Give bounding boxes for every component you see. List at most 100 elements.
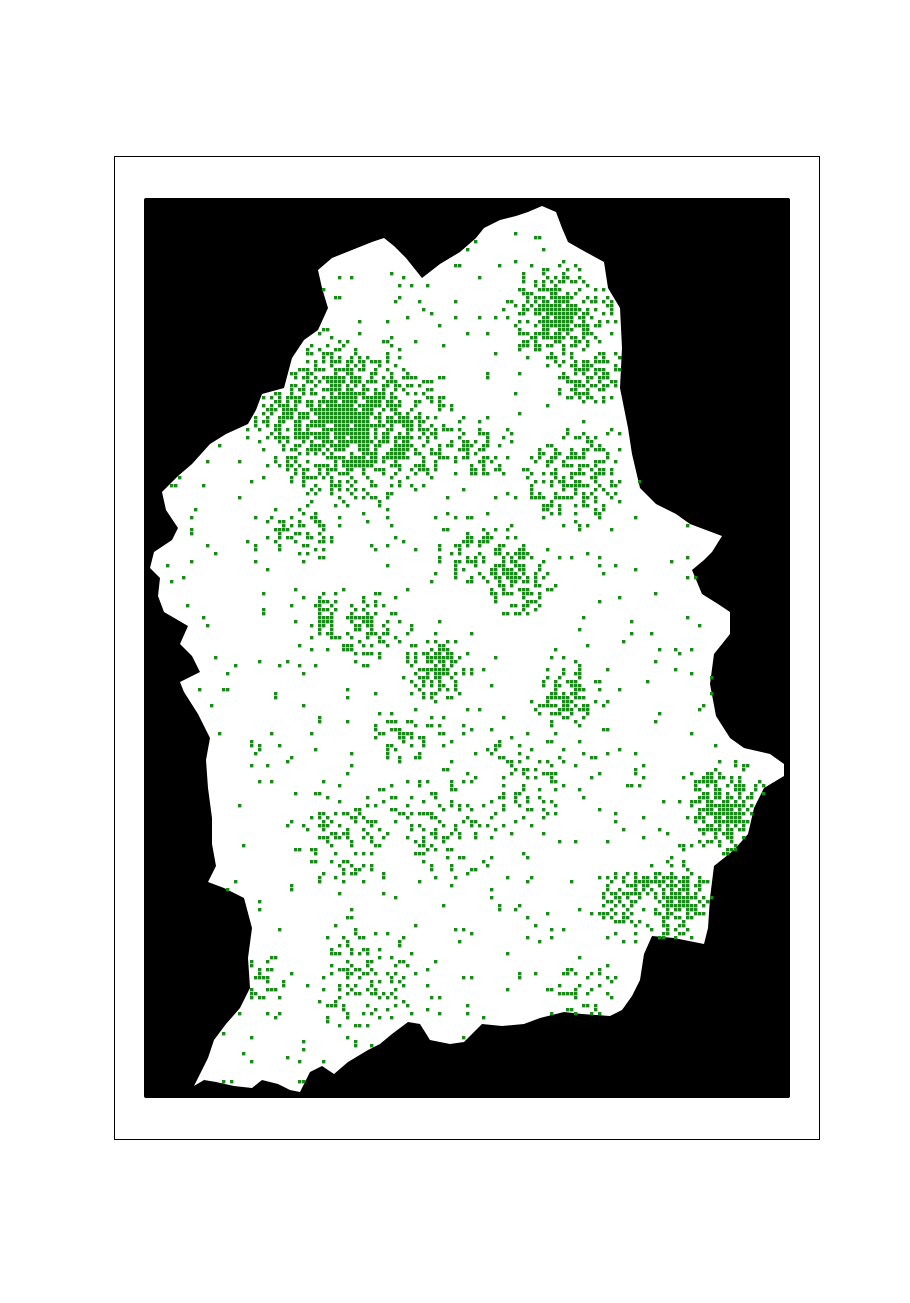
cover-cell bbox=[686, 896, 690, 900]
cover-cell bbox=[418, 736, 422, 740]
cover-cell bbox=[342, 832, 346, 836]
cover-cell bbox=[366, 380, 370, 384]
cover-cell bbox=[342, 344, 346, 348]
cover-cell bbox=[706, 808, 710, 812]
cover-cell bbox=[602, 508, 606, 512]
cover-cell bbox=[402, 388, 406, 392]
cover-cell bbox=[366, 452, 370, 456]
cover-cell bbox=[362, 664, 366, 668]
cover-cell bbox=[690, 804, 694, 808]
cover-cell bbox=[578, 392, 582, 396]
cover-cell bbox=[438, 408, 442, 412]
cover-cell bbox=[586, 364, 590, 368]
cover-cell bbox=[598, 468, 602, 472]
cover-cell bbox=[686, 912, 690, 916]
cover-cell bbox=[570, 344, 574, 348]
cover-cell bbox=[350, 440, 354, 444]
cover-cell bbox=[362, 652, 366, 656]
cover-cell bbox=[558, 480, 562, 484]
cover-cell bbox=[282, 412, 286, 416]
cover-cell bbox=[382, 436, 386, 440]
cover-cell bbox=[434, 436, 438, 440]
cover-cell bbox=[322, 624, 326, 628]
cover-cell bbox=[346, 468, 350, 472]
cover-cell bbox=[410, 628, 414, 632]
cover-cell bbox=[322, 388, 326, 392]
cover-cell bbox=[462, 1036, 466, 1040]
cover-cell bbox=[546, 344, 550, 348]
cover-cell bbox=[550, 280, 554, 284]
cover-cell bbox=[362, 616, 366, 620]
cover-cell bbox=[714, 832, 718, 836]
cover-cell bbox=[406, 476, 410, 480]
cover-cell bbox=[550, 780, 554, 784]
cover-cell bbox=[742, 812, 746, 816]
cover-cell bbox=[702, 704, 706, 708]
cover-cell bbox=[350, 648, 354, 652]
cover-cell bbox=[566, 456, 570, 460]
cover-cell bbox=[510, 440, 514, 444]
cover-cell bbox=[526, 320, 530, 324]
cover-cell bbox=[386, 352, 390, 356]
cover-cell bbox=[474, 564, 478, 568]
cover-cell bbox=[254, 976, 258, 980]
cover-cell bbox=[582, 616, 586, 620]
cover-cell bbox=[350, 476, 354, 480]
cover-cell bbox=[542, 324, 546, 328]
cover-cell bbox=[570, 692, 574, 696]
cover-cell bbox=[422, 692, 426, 696]
cover-cell bbox=[286, 412, 290, 416]
cover-cell bbox=[598, 680, 602, 684]
cover-cell bbox=[262, 612, 266, 616]
cover-cell bbox=[274, 456, 278, 460]
cover-cell bbox=[446, 848, 450, 852]
cover-cell bbox=[374, 388, 378, 392]
cover-cell bbox=[246, 428, 250, 432]
cover-cell bbox=[410, 468, 414, 472]
cover-cell bbox=[574, 520, 578, 524]
cover-cell bbox=[542, 684, 546, 688]
cover-cell bbox=[370, 412, 374, 416]
cover-cell bbox=[562, 376, 566, 380]
cover-cell bbox=[366, 460, 370, 464]
cover-cell bbox=[598, 340, 602, 344]
cover-cell bbox=[318, 436, 322, 440]
cover-cell bbox=[450, 788, 454, 792]
cover-cell bbox=[546, 460, 550, 464]
cover-cell bbox=[650, 888, 654, 892]
cover-cell bbox=[346, 396, 350, 400]
cover-cell bbox=[394, 452, 398, 456]
cover-cell bbox=[686, 576, 690, 580]
cover-cell bbox=[358, 460, 362, 464]
cover-cell bbox=[750, 804, 754, 808]
cover-cell bbox=[554, 312, 558, 316]
cover-cell bbox=[386, 720, 390, 724]
cover-cell bbox=[402, 812, 406, 816]
cover-cell bbox=[566, 296, 570, 300]
cover-cell bbox=[550, 288, 554, 292]
cover-cell bbox=[574, 672, 578, 676]
cover-cell bbox=[418, 384, 422, 388]
cover-cell bbox=[338, 636, 342, 640]
cover-cell bbox=[254, 992, 258, 996]
cover-cell bbox=[310, 432, 314, 436]
cover-cell bbox=[550, 656, 554, 660]
cover-cell bbox=[306, 552, 310, 556]
cover-cell bbox=[426, 284, 430, 288]
cover-cell bbox=[670, 900, 674, 904]
cover-cell bbox=[570, 556, 574, 560]
cover-cell bbox=[514, 552, 518, 556]
cover-cell bbox=[282, 980, 286, 984]
cover-cell bbox=[370, 424, 374, 428]
cover-cell bbox=[698, 708, 702, 712]
cover-cell bbox=[330, 620, 334, 624]
cover-cell bbox=[366, 652, 370, 656]
cover-cell bbox=[710, 780, 714, 784]
cover-cell bbox=[362, 836, 366, 840]
cover-cell bbox=[526, 776, 530, 780]
cover-cell bbox=[382, 424, 386, 428]
cover-cell bbox=[594, 464, 598, 468]
cover-cell bbox=[566, 696, 570, 700]
cover-cell bbox=[438, 680, 442, 684]
cover-cell bbox=[698, 812, 702, 816]
